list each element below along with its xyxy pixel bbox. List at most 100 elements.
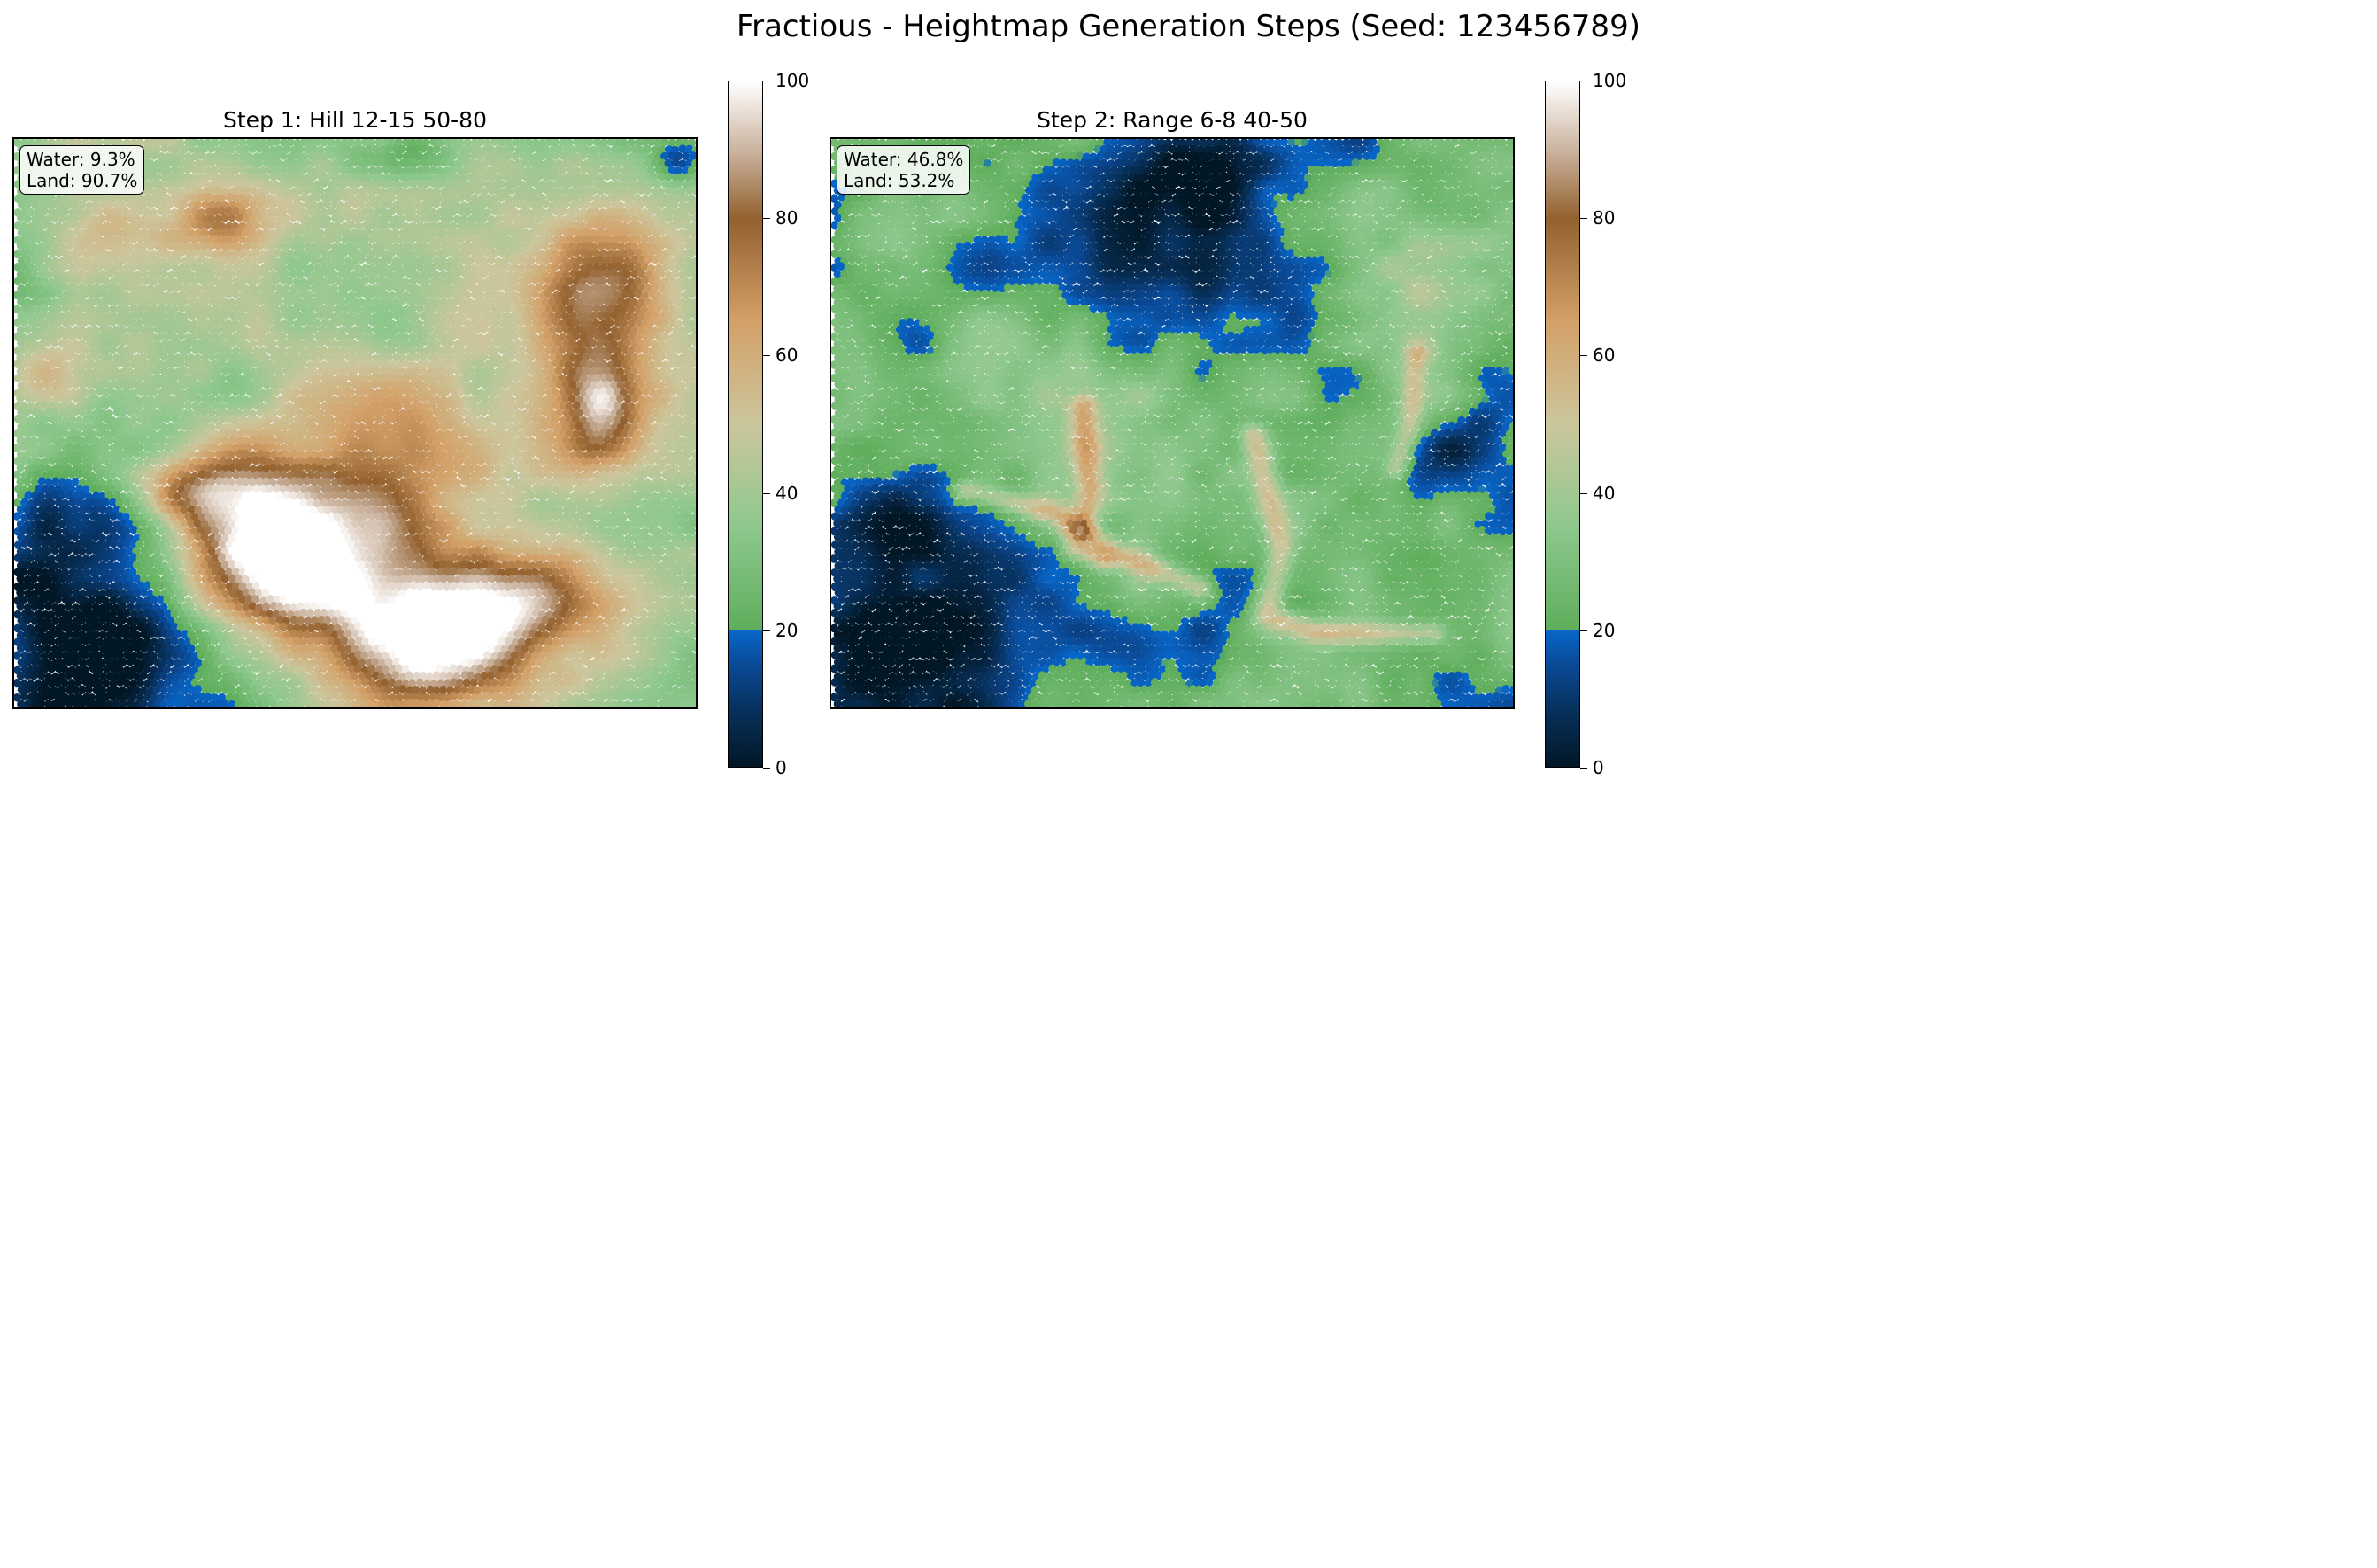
heightmap-cell xyxy=(292,235,302,244)
heightmap-cell xyxy=(241,228,251,237)
heightmap-cell xyxy=(350,186,359,196)
heightmap-cell xyxy=(561,199,570,209)
heightmap-cell xyxy=(204,166,213,175)
heightmap-cell xyxy=(286,152,296,161)
heightmap-cell xyxy=(268,158,278,167)
heightmap-cell xyxy=(299,207,308,217)
heightmap-cell xyxy=(136,206,145,216)
heightmap-cell xyxy=(299,179,308,189)
heightmap-cell xyxy=(425,158,434,167)
heightmap-cell xyxy=(261,173,271,182)
heightmap-cell xyxy=(272,151,282,161)
heightmap-cell xyxy=(431,213,441,223)
heightmap-cell xyxy=(53,414,63,424)
heightmap-cell xyxy=(626,193,635,202)
heightmap-cell xyxy=(610,228,619,237)
heightmap-cell xyxy=(34,139,43,147)
heightmap-cell xyxy=(528,200,537,209)
heightmap-cell xyxy=(524,151,534,161)
heightmap-cell xyxy=(129,206,138,216)
heightmap-cell xyxy=(575,213,584,223)
heightmap-cell xyxy=(323,159,333,168)
heightmap-cell xyxy=(565,139,574,148)
heightmap-cell xyxy=(190,235,199,244)
heightmap-cell xyxy=(225,193,235,202)
heightmap-cell xyxy=(394,235,404,244)
heightmap-cell xyxy=(521,172,530,182)
heightmap-cell xyxy=(228,144,236,154)
heightmap-cell xyxy=(585,429,595,437)
heightmap-cell xyxy=(145,158,155,168)
heightmap-cell xyxy=(494,145,503,154)
heightmap-cell xyxy=(582,186,590,196)
heightmap-cell xyxy=(592,180,602,189)
heightmap-cell xyxy=(112,228,121,237)
heightmap-cell xyxy=(313,180,322,189)
heightmap-cell xyxy=(282,173,291,182)
heightmap-cell xyxy=(647,152,657,161)
heightmap-cell xyxy=(449,151,458,160)
heightmap-cell xyxy=(142,151,151,161)
heightmap-cell xyxy=(336,144,346,154)
heightmap-cell xyxy=(14,152,21,161)
heightmap-cell xyxy=(354,151,363,161)
heightmap-cell xyxy=(627,166,636,175)
heightmap-cell xyxy=(647,456,656,466)
heightmap-cell xyxy=(162,414,172,424)
heightmap-cell xyxy=(595,144,605,154)
heightmap-cell xyxy=(432,144,441,154)
heightmap-cell xyxy=(641,152,650,161)
heightmap-cell xyxy=(637,145,645,155)
heightmap-cell xyxy=(200,407,209,417)
heightmap-cell xyxy=(367,166,377,175)
heightmap-cell xyxy=(425,325,435,334)
heightmap-cell xyxy=(34,235,42,243)
heightmap-cell xyxy=(23,200,33,209)
heightmap-cell xyxy=(57,228,66,237)
heightmap-cell xyxy=(414,151,424,161)
heightmap-cell xyxy=(353,179,363,188)
heightmap-cell xyxy=(517,401,526,410)
heightmap-cell xyxy=(67,220,76,229)
heightmap-cell xyxy=(255,144,264,153)
heightmap-cell xyxy=(596,228,606,236)
heightmap-cell xyxy=(150,221,158,231)
heightmap-cell xyxy=(479,407,489,417)
heightmap-cell xyxy=(524,220,534,229)
heightmap-cell xyxy=(197,193,206,202)
heightmap-cell xyxy=(108,193,118,203)
heightmap-cell xyxy=(112,214,120,224)
heightmap-cell xyxy=(320,193,329,202)
heightmap-cell xyxy=(432,241,441,251)
heightmap-cell xyxy=(238,139,247,147)
heightmap-cell xyxy=(609,158,619,167)
heightmap-cell xyxy=(228,158,237,168)
heightmap-cell xyxy=(53,443,63,452)
heightmap-cell xyxy=(217,221,227,231)
heightmap-cell xyxy=(575,144,584,154)
heightmap-cell xyxy=(493,228,503,237)
heightmap-cell xyxy=(541,199,551,209)
heightmap-cell xyxy=(256,200,265,210)
heightmap-cell xyxy=(339,166,349,174)
heightmap-cell xyxy=(90,214,100,224)
heightmap-cell xyxy=(555,144,564,154)
heightmap-cell xyxy=(529,228,537,237)
heightmap-cell xyxy=(660,304,669,313)
heightmap-cell xyxy=(194,187,203,196)
heightmap-cell xyxy=(197,151,206,160)
heightmap-cell xyxy=(218,166,227,174)
heightmap-cell xyxy=(482,139,492,148)
heightmap-cell xyxy=(422,179,431,189)
heightmap-cell xyxy=(490,456,499,466)
heightmap-cell xyxy=(354,236,363,244)
heightmap-cell xyxy=(687,166,696,175)
heightmap-cell xyxy=(497,206,506,216)
heightmap-cell xyxy=(197,220,206,230)
heightmap-cell xyxy=(647,179,656,188)
heightmap-cell xyxy=(176,166,185,175)
heightmap-cell xyxy=(595,214,605,224)
heightmap-cell xyxy=(303,200,313,209)
heightmap-cell xyxy=(449,304,459,313)
heightmap-cell xyxy=(473,144,482,154)
